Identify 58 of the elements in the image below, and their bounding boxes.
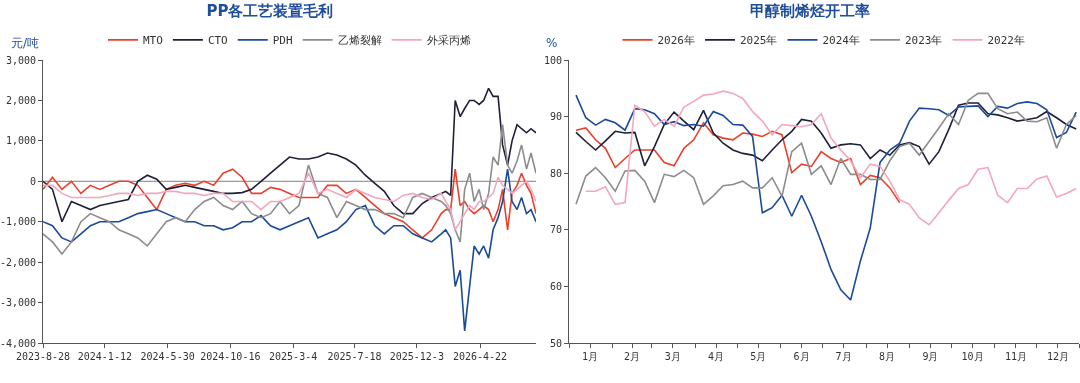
line-series bbox=[43, 123, 536, 255]
legend-label: PDH bbox=[272, 34, 293, 48]
y-tick-label: 1,000 bbox=[5, 135, 36, 147]
y-tick-label: 50 bbox=[549, 337, 562, 349]
x-tick-label: 9月 bbox=[922, 351, 939, 362]
legend-label: 乙烯裂解 bbox=[337, 34, 382, 48]
chart-title: PP各工艺装置毛利 bbox=[206, 2, 334, 21]
x-tick-label: 10月 bbox=[961, 351, 984, 362]
y-tick-label: -3,000 bbox=[0, 297, 36, 309]
line-series bbox=[43, 87, 536, 223]
legend-label: 2023年 bbox=[905, 34, 943, 48]
y-tick-label: -2,000 bbox=[0, 256, 36, 268]
x-tick-label: 4月 bbox=[708, 351, 725, 362]
legend-label: 2022年 bbox=[987, 34, 1025, 48]
line-series bbox=[585, 90, 1077, 226]
y-tick-label: 0 bbox=[29, 175, 36, 187]
x-tick-label: 2026-4-22 bbox=[452, 351, 508, 362]
y-axis-title: 元/吨 bbox=[11, 36, 40, 50]
y-tick-label: 90 bbox=[549, 111, 562, 123]
x-tick-label: 2023-8-28 bbox=[15, 351, 71, 362]
legend-label: 2024年 bbox=[822, 34, 860, 48]
y-tick-label: -4,000 bbox=[0, 337, 36, 349]
x-tick-label: 12月 bbox=[1046, 351, 1069, 362]
x-tick-label: 6月 bbox=[793, 351, 810, 362]
legend-label: 2025年 bbox=[740, 34, 778, 48]
y-tick-label: -1,000 bbox=[0, 216, 36, 228]
y-tick-label: 100 bbox=[543, 54, 562, 66]
x-tick-label: 2月 bbox=[624, 351, 641, 362]
x-tick-label: 3月 bbox=[664, 351, 681, 362]
x-tick-label: 2024-10-16 bbox=[200, 351, 261, 362]
y-axis-title: % bbox=[546, 36, 558, 50]
y-tick-label: 80 bbox=[549, 167, 562, 179]
y-tick-label: 2,000 bbox=[5, 94, 36, 106]
chart-title: 甲醇制烯烃开工率 bbox=[750, 2, 870, 21]
x-tick-label: 2024-1-12 bbox=[77, 351, 132, 362]
y-tick-label: 70 bbox=[549, 224, 562, 236]
legend-label: 外采丙烯 bbox=[426, 34, 471, 48]
x-tick-label: 2025-7-18 bbox=[327, 351, 382, 362]
line-series bbox=[575, 94, 1077, 301]
x-tick-label: 1月 bbox=[582, 351, 599, 362]
line-series bbox=[575, 122, 901, 204]
line-series bbox=[43, 168, 536, 332]
line-series bbox=[43, 168, 536, 239]
x-tick-label: 5月 bbox=[750, 351, 767, 362]
x-tick-label: 2025-3-4 bbox=[269, 351, 318, 362]
x-tick-label: 8月 bbox=[879, 351, 896, 362]
y-tick-label: 3,000 bbox=[5, 54, 36, 66]
line-series bbox=[575, 102, 1077, 167]
line-series bbox=[43, 172, 536, 231]
line-series bbox=[575, 92, 1077, 206]
x-tick-label: 7月 bbox=[835, 351, 852, 362]
legend-label: CTO bbox=[207, 34, 228, 48]
y-tick-label: 60 bbox=[549, 280, 562, 292]
legend-label: MTO bbox=[143, 34, 163, 48]
x-tick-label: 2025-12-3 bbox=[389, 351, 444, 362]
legend-label: 2026年 bbox=[657, 34, 695, 48]
x-tick-label: 2024-5-30 bbox=[140, 351, 195, 362]
x-tick-label: 11月 bbox=[1004, 351, 1027, 362]
